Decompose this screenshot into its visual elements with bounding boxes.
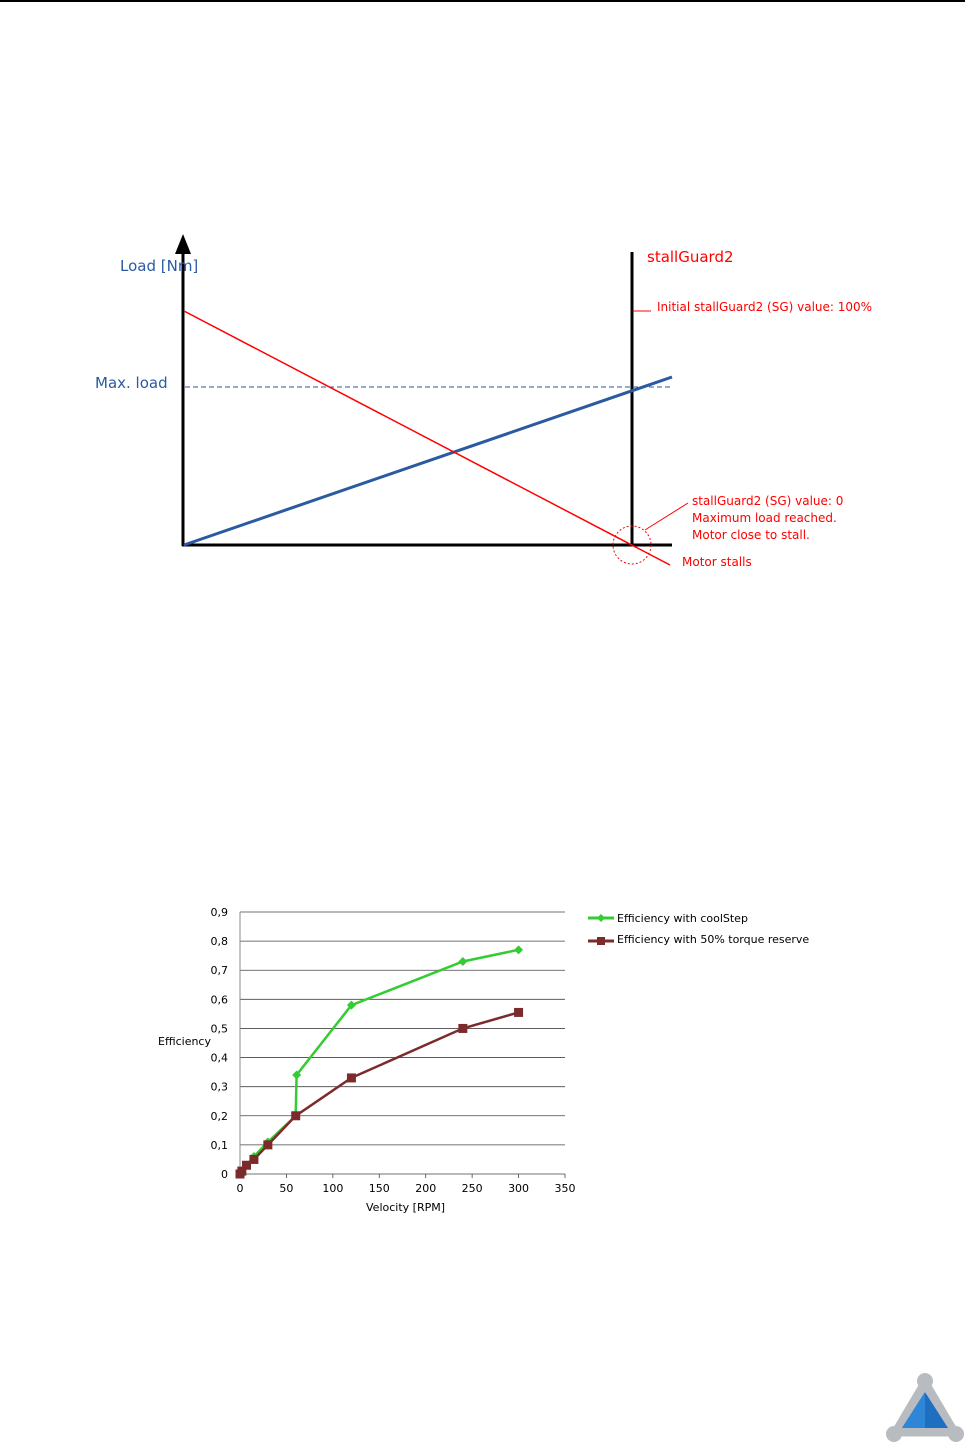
x-tick-label: 250 [462, 1182, 483, 1195]
data-point [514, 945, 524, 955]
y-tick-label: 0,5 [211, 1022, 229, 1035]
y-axis-arrow [175, 234, 191, 254]
y-tick-label: 0,3 [211, 1081, 229, 1094]
y-tick-label: 0,4 [211, 1052, 229, 1065]
legend: Efficiency with coolStep Efficiency with… [588, 912, 809, 946]
x-tick-label: 200 [415, 1182, 436, 1195]
data-point [237, 1166, 247, 1176]
initial-sg-annotation: Initial stallGuard2 (SG) value: 100% [657, 300, 872, 314]
legend-reserve-label: Efficiency with 50% torque reserve [617, 933, 809, 946]
y-tick-label: 0,7 [211, 964, 229, 977]
data-point [346, 1073, 356, 1083]
legend-coolstep-label: Efficiency with coolStep [617, 912, 748, 925]
x-tick-label: 0 [237, 1182, 244, 1195]
zero-leader [644, 502, 689, 531]
y-tick-labels: 0 0,1 0,2 0,3 0,4 0,5 0,6 0,7 0,8 0,9 [211, 906, 229, 1181]
x-tick-labels: 0 50 100 150 200 250 300 350 [237, 1174, 576, 1195]
legend-coolstep-marker [597, 914, 605, 922]
stallguard-axis-label: stallGuard2 [647, 248, 734, 266]
efficiency-ylabel: Efficiency [158, 1035, 211, 1048]
y-tick-label: 0 [221, 1168, 228, 1181]
gridlines [240, 911, 565, 1175]
x-tick-label: 300 [508, 1182, 529, 1195]
x-tick-label: 50 [279, 1182, 293, 1195]
sg-zero-annotation: stallGuard2 (SG) value: 0 [692, 494, 843, 508]
load-axis-label: Load [Nm] [120, 257, 198, 275]
velocity-xlabel: Velocity [RPM] [366, 1201, 445, 1214]
data-point [346, 1000, 356, 1010]
stallguard-line [183, 310, 671, 566]
data-point [458, 956, 468, 966]
x-tick-label: 150 [369, 1182, 390, 1195]
stall-circle [612, 525, 652, 565]
data-point [291, 1111, 301, 1121]
y-tick-label: 0,1 [211, 1139, 229, 1152]
data-point [263, 1140, 273, 1150]
data-point [458, 1023, 468, 1033]
logo-icon [886, 1373, 964, 1442]
legend-reserve-marker [597, 937, 605, 945]
data-point [242, 1160, 251, 1170]
data-point [249, 1154, 259, 1164]
motor-stalls-annotation: Motor stalls [682, 555, 752, 569]
close-to-stall-annotation: Motor close to stall. [692, 528, 810, 542]
data-point [514, 1007, 524, 1017]
max-load-label: Max. load [95, 374, 168, 392]
load-line [183, 375, 673, 547]
y-tick-label: 0,8 [211, 935, 229, 948]
max-load-reached-annotation: Maximum load reached. [692, 511, 837, 525]
x-tick-label: 100 [322, 1182, 343, 1195]
stallguard-diagram: Load [Nm] Max. load stallGuard2 Initial … [95, 234, 872, 569]
top-rule [0, 0, 965, 2]
data-point [292, 1070, 302, 1080]
series-group [235, 945, 524, 1179]
y-tick-label: 0,6 [211, 993, 229, 1006]
y-tick-label: 0,2 [211, 1110, 229, 1123]
y-tick-label: 0,9 [211, 906, 229, 919]
x-tick-label: 350 [555, 1182, 576, 1195]
